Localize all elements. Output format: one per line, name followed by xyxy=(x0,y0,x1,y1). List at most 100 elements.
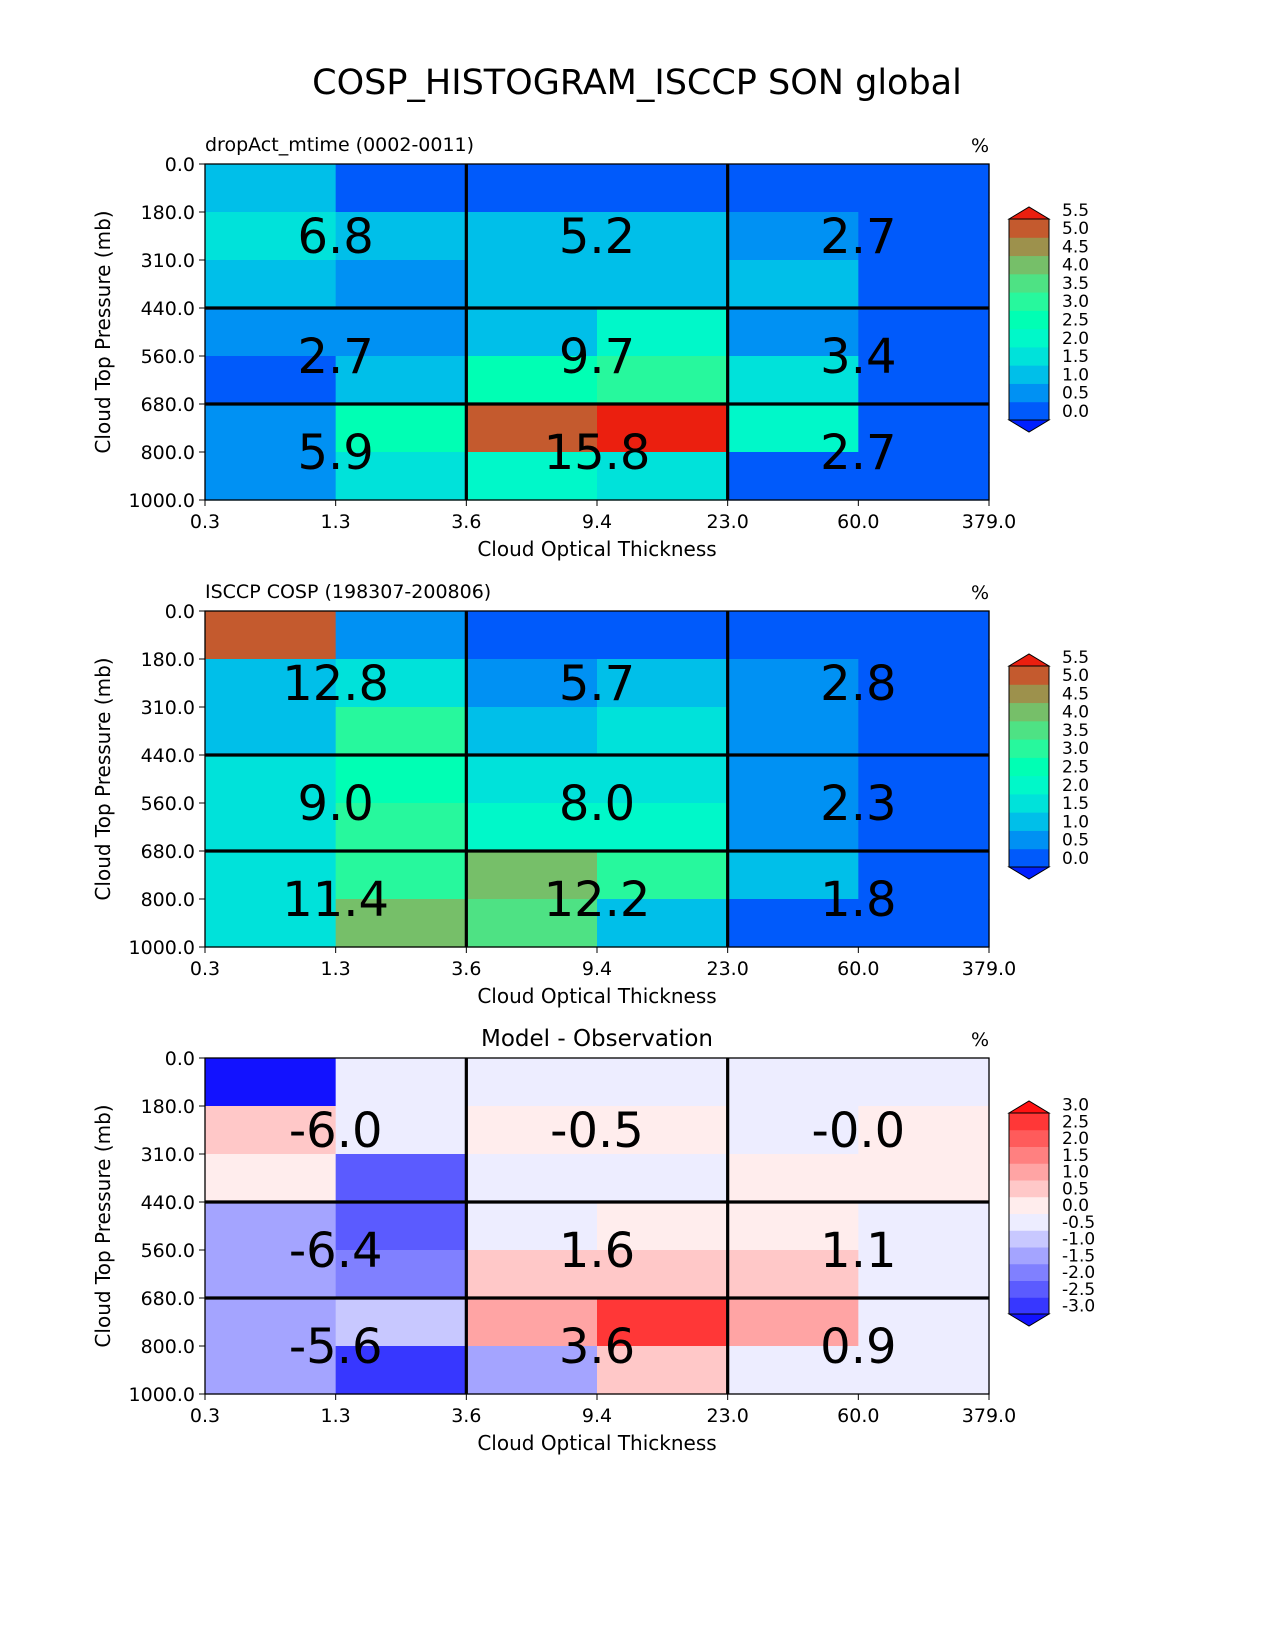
block-total-label: 0.9 xyxy=(820,1319,896,1375)
colorbar-extend-min xyxy=(1007,1313,1051,1327)
colorbar-tick-label: 0.0 xyxy=(1062,849,1089,869)
colorbar-tick-label: -1.5 xyxy=(1062,1246,1095,1266)
colorbar-segment xyxy=(1009,848,1049,868)
heatmap-cell xyxy=(858,164,990,213)
block-total-label: 5.9 xyxy=(297,425,373,481)
figure-title: COSP_HISTOGRAM_ISCCP SON global xyxy=(312,63,962,103)
block-total-label: 8.0 xyxy=(559,776,635,832)
x-tick-label: 23.0 xyxy=(707,511,749,533)
colorbar-segment xyxy=(1009,346,1049,366)
colorbar-tick-label: 3.0 xyxy=(1062,1096,1089,1116)
block-total-label: 2.7 xyxy=(820,209,896,265)
heatmap-cell xyxy=(466,659,598,708)
heatmap-cell xyxy=(858,356,990,405)
heatmap-cell xyxy=(858,308,990,357)
colorbar-frame xyxy=(1008,1112,1050,1315)
colorbar-segment xyxy=(1009,666,1049,685)
heatmap-cell xyxy=(727,1250,859,1299)
heatmap-cell xyxy=(205,899,337,948)
heatmap-cell xyxy=(466,212,598,261)
heatmap-cell xyxy=(335,1202,467,1251)
colorbar-segment xyxy=(1009,1129,1049,1147)
heatmap-cell xyxy=(335,308,467,357)
y-tick-label: 560.0 xyxy=(141,1240,195,1262)
heatmap-cell xyxy=(597,659,729,708)
colorbar-tick-label: 5.5 xyxy=(1062,201,1089,221)
block-total-label: 2.8 xyxy=(820,656,896,712)
heatmap-cell xyxy=(858,1250,990,1299)
heatmap-cell xyxy=(727,356,859,405)
colorbar-extend-max xyxy=(1007,653,1051,667)
colorbar-tick-label: 0.5 xyxy=(1062,384,1089,404)
block-total-label: -6.4 xyxy=(289,1223,383,1279)
x-tick-label: 3.6 xyxy=(451,511,481,533)
colorbar-frame xyxy=(1008,665,1050,868)
heatmap-cell xyxy=(335,1058,467,1107)
heatmap-cell xyxy=(727,164,859,213)
colorbar-tick-label: 2.0 xyxy=(1062,1129,1089,1149)
x-axis-label: Cloud Optical Thickness xyxy=(477,537,716,561)
heatmap-cell xyxy=(858,1058,990,1107)
heatmap-cell xyxy=(205,1202,337,1251)
colorbar-segment xyxy=(1009,720,1049,740)
x-tick-label: 23.0 xyxy=(707,1405,749,1427)
heatmap-cell xyxy=(858,899,990,948)
heatmap-cell xyxy=(466,1346,598,1395)
panel-title: Model - Observation xyxy=(481,1026,713,1052)
colorbar-tick-label: 3.5 xyxy=(1062,274,1089,294)
heatmap-cell xyxy=(466,260,598,309)
colorbar-tick-label: 2.0 xyxy=(1062,776,1089,796)
y-tick-label: 0.0 xyxy=(165,601,195,623)
heatmap-cell xyxy=(335,1106,467,1155)
block-total-label: 3.6 xyxy=(559,1319,635,1375)
y-tick-label: 680.0 xyxy=(141,841,195,863)
x-tick-label: 0.3 xyxy=(190,1405,220,1427)
heatmap-panel-2: 12.8 5.7 2.8 9.0 8.0 2.3 11.4 12.2 1.8 0.3 1.3 3.6 9… xyxy=(91,581,1089,1008)
colorbar-tick-label: -1.0 xyxy=(1062,1230,1095,1250)
block-total-label: 3.4 xyxy=(820,329,896,385)
colorbar-segment xyxy=(1009,1247,1049,1265)
heatmap-cell xyxy=(335,356,467,405)
heatmap-cell xyxy=(466,803,598,852)
colorbar-tick-label: 1.5 xyxy=(1062,347,1089,367)
heatmap-cell xyxy=(335,1250,467,1299)
colorbar-segment xyxy=(1009,757,1049,777)
heatmap-cell xyxy=(597,851,729,900)
colorbar-tick-label: 4.5 xyxy=(1062,237,1089,257)
y-tick-label: 180.0 xyxy=(141,1096,195,1118)
block-total-label: 9.0 xyxy=(297,776,373,832)
heatmap-cell xyxy=(858,260,990,309)
heatmap-cell xyxy=(597,452,729,501)
block-total-label: 1.1 xyxy=(820,1223,896,1279)
heatmap-cell xyxy=(727,755,859,804)
heatmap-cell xyxy=(466,1154,598,1203)
heatmap-cell xyxy=(335,1346,467,1395)
y-tick-label: 680.0 xyxy=(141,1288,195,1310)
x-tick-label: 1.3 xyxy=(321,511,351,533)
colorbar-segment xyxy=(1009,1113,1049,1131)
y-tick-label: 800.0 xyxy=(141,1336,195,1358)
block-total-label: 2.3 xyxy=(820,776,896,832)
heatmap-cell xyxy=(858,659,990,708)
heatmap-cell xyxy=(597,1202,729,1251)
heatmap-cell xyxy=(205,356,337,405)
colorbar-tick-label: 1.5 xyxy=(1062,1146,1089,1166)
heatmap-cell xyxy=(727,212,859,261)
x-tick-label: 9.4 xyxy=(582,958,612,980)
block-total-label: -0.5 xyxy=(550,1103,644,1159)
heatmap-cell xyxy=(466,308,598,357)
units-label: % xyxy=(971,1029,989,1051)
heatmap-cell xyxy=(727,1154,859,1203)
heatmap-cell xyxy=(858,404,990,453)
block-total-label: 11.4 xyxy=(282,872,389,928)
y-tick-label: 1000.0 xyxy=(129,1384,195,1406)
block-total-label: 12.2 xyxy=(544,872,651,928)
heatmap-cell xyxy=(597,1058,729,1107)
heatmap-cell xyxy=(205,212,337,261)
heatmap-cell xyxy=(466,404,598,453)
heatmap-cell xyxy=(597,755,729,804)
colorbar-segment xyxy=(1009,328,1049,348)
colorbar-segment xyxy=(1009,383,1049,403)
x-tick-label: 1.3 xyxy=(321,958,351,980)
colorbar-segment xyxy=(1009,812,1049,831)
